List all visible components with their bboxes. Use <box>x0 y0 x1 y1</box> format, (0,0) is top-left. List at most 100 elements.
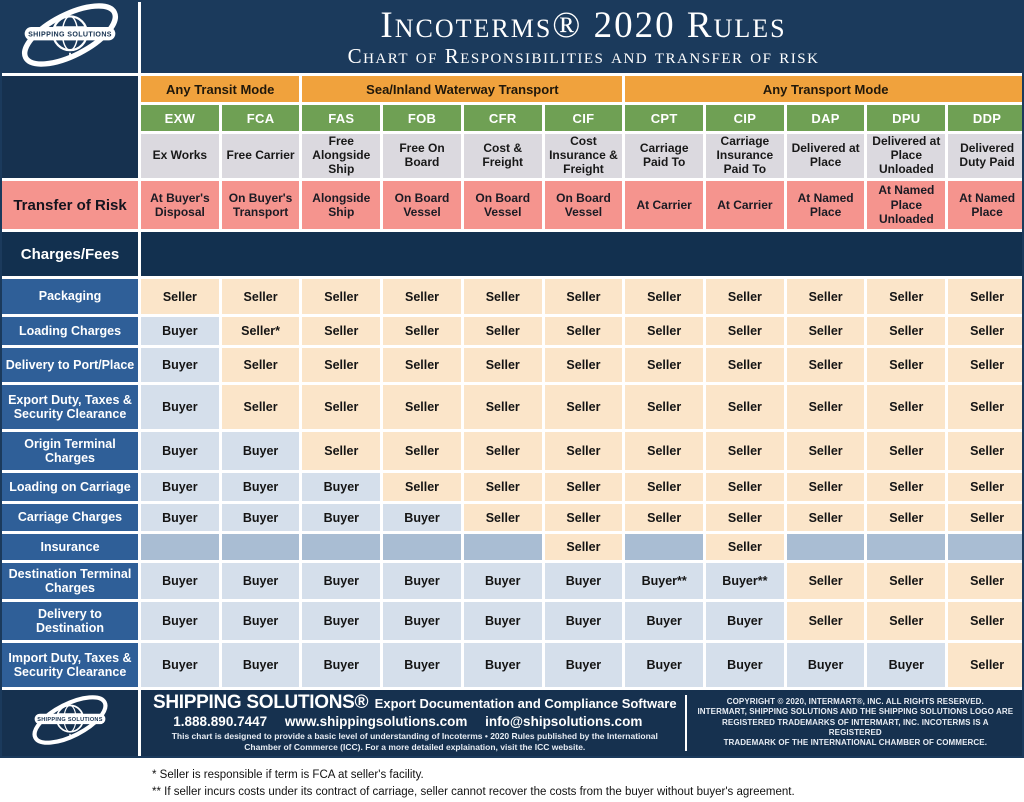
logo-wordmark: SHIPPING SOLUTIONS <box>28 30 112 38</box>
table-cell: Seller <box>786 317 865 345</box>
footer-fine-print: This chart is designed to provide a basi… <box>171 731 658 753</box>
copyright-line: TRADEMARK OF THE INTERNATIONAL CHAMBER O… <box>723 738 988 748</box>
footnote-double-asterisk: ** If seller incurs costs under its cont… <box>152 786 795 799</box>
table-cell: Buyer <box>463 602 542 640</box>
risk-cell-CFR: On Board Vessel <box>463 181 542 229</box>
table-cell: Buyer <box>302 473 381 501</box>
table-cell: Buyer <box>141 563 219 599</box>
table-cell: Seller <box>948 348 1022 382</box>
table-cell: Buyer <box>383 504 461 531</box>
table-cell: Seller <box>786 348 865 382</box>
table-cell: Seller <box>625 279 704 314</box>
table-cell: Seller <box>463 504 542 531</box>
risk-cell-FAS: Alongside Ship <box>302 181 381 229</box>
table-row: Delivery to Destination Buyer Buyer Buyer Bu… <box>2 602 1022 640</box>
table-cell: Buyer <box>544 643 623 687</box>
risk-cell-CPT: At Carrier <box>625 181 704 229</box>
row-label: Packaging <box>2 279 138 314</box>
table-cell: Seller <box>948 563 1022 599</box>
page-subtitle: Chart of Responsibilities and transfer o… <box>347 44 820 69</box>
table-cell: Buyer <box>544 602 623 640</box>
incoterms-table: SHIPPING SOLUTIONS Incoterms® 2020 Rules… <box>2 2 1022 756</box>
footer-logo-cell: SHIPPING SOLUTIONS <box>2 690 138 756</box>
table-cell: Buyer <box>625 602 704 640</box>
table-cell: Seller <box>625 432 704 470</box>
incoterm-code-CIP: CIP <box>706 105 784 131</box>
row-label: Delivery to Destination <box>2 602 138 640</box>
names-row: Ex Works Free Carrier Free Alongside Ship F… <box>2 134 1022 178</box>
table-cell: Seller <box>706 385 784 429</box>
table-row: Destination Terminal Charges Buyer Buyer Bu… <box>2 563 1022 599</box>
shipping-solutions-logo: SHIPPING SOLUTIONS <box>22 3 118 67</box>
footer-row: SHIPPING SOLUTIONS SHIPPING SOLUTIONS® E… <box>2 690 1022 756</box>
risk-cell-CIF: On Board Vessel <box>544 181 623 229</box>
footer-website[interactable]: www.shippingsolutions.com <box>284 713 468 729</box>
table-cell: Seller <box>706 473 784 501</box>
table-cell: Seller <box>948 473 1022 501</box>
table-cell: Seller <box>948 643 1022 687</box>
table-cell: Buyer <box>867 643 946 687</box>
footer-content: SHIPPING SOLUTIONS® Export Documentation… <box>141 690 1022 756</box>
table-cell: Seller <box>786 563 865 599</box>
table-cell: Seller <box>383 279 461 314</box>
table-cell <box>383 534 461 560</box>
incoterm-code-EXW: EXW <box>141 105 219 131</box>
table-cell: Seller <box>463 432 542 470</box>
logo-wordmark-small: SHIPPING SOLUTIONS <box>37 717 102 723</box>
table-cell: Seller <box>221 385 300 429</box>
incoterm-code-CPT: CPT <box>625 105 704 131</box>
table-cell: Seller <box>706 317 784 345</box>
table-cell: Seller <box>867 279 946 314</box>
table-cell: Seller <box>141 279 219 314</box>
table-cell: Seller <box>544 432 623 470</box>
table-row: Delivery to Port/Place Buyer Seller Seller S… <box>2 348 1022 382</box>
table-row: Carriage Charges Buyer Buyer Buyer Buyer Sell… <box>2 504 1022 531</box>
row-label: Delivery to Port/Place <box>2 348 138 382</box>
footnotes: * Seller is responsible if term is FCA a… <box>0 757 1024 802</box>
table-cell: Seller <box>867 432 946 470</box>
table-cell: Seller <box>786 504 865 531</box>
table-cell: Seller <box>948 504 1022 531</box>
table-cell: Seller <box>463 385 542 429</box>
footer-left-block: SHIPPING SOLUTIONS® Export Documentation… <box>143 691 685 755</box>
table-cell: Buyer <box>383 602 461 640</box>
table-cell: Seller <box>786 385 865 429</box>
row-label: Export Duty, Taxes & Security Clearance <box>2 385 138 429</box>
table-cell: Seller <box>302 432 381 470</box>
incoterm-name-FOB: Free On Board <box>383 134 461 178</box>
table-row: Export Duty, Taxes & Security Clearance B… <box>2 385 1022 429</box>
table-cell: Seller <box>706 348 784 382</box>
table-cell: Seller <box>867 348 946 382</box>
footer-email[interactable]: info@shipsolutions.com <box>485 713 643 729</box>
table-row: Origin Terminal Charges Buyer Buyer Seller S… <box>2 432 1022 470</box>
row-label: Loading on Carriage <box>2 473 138 501</box>
table-cell: Seller <box>544 504 623 531</box>
chart-title-block: Incoterms® 2020 Rules Chart of Responsib… <box>141 2 1022 73</box>
row-label: Import Duty, Taxes & Security Clearance <box>2 643 138 687</box>
risk-cell-CIP: At Carrier <box>706 181 784 229</box>
table-cell <box>625 534 704 560</box>
row-label: Insurance <box>2 534 138 560</box>
table-cell: Seller <box>463 317 542 345</box>
table-cell: Seller <box>948 317 1022 345</box>
group-any-transport-mode: Any Transport Mode <box>625 76 1022 102</box>
table-cell: Buyer <box>544 563 623 599</box>
table-cell: Seller <box>948 602 1022 640</box>
incoterm-code-CFR: CFR <box>463 105 542 131</box>
table-cell: Seller <box>625 504 704 531</box>
transport-mode-row: Any Transit Mode Sea/Inland Waterway Tra… <box>2 76 1022 178</box>
table-cell: Seller <box>948 385 1022 429</box>
table-cell: Seller* <box>221 317 300 345</box>
table-cell: Seller <box>463 279 542 314</box>
table-row: Insurance Seller Seller <box>2 534 1022 560</box>
table-cell: Seller <box>625 348 704 382</box>
row-label: Destination Terminal Charges <box>2 563 138 599</box>
incoterm-name-DAP: Delivered at Place <box>786 134 865 178</box>
row-label: Carriage Charges <box>2 504 138 531</box>
table-cell: Buyer <box>383 643 461 687</box>
table-cell: Buyer <box>463 643 542 687</box>
footer-divider <box>684 695 687 751</box>
table-cell: Buyer** <box>625 563 704 599</box>
header-row: SHIPPING SOLUTIONS Incoterms® 2020 Rules… <box>2 2 1022 73</box>
table-cell: Seller <box>544 534 623 560</box>
